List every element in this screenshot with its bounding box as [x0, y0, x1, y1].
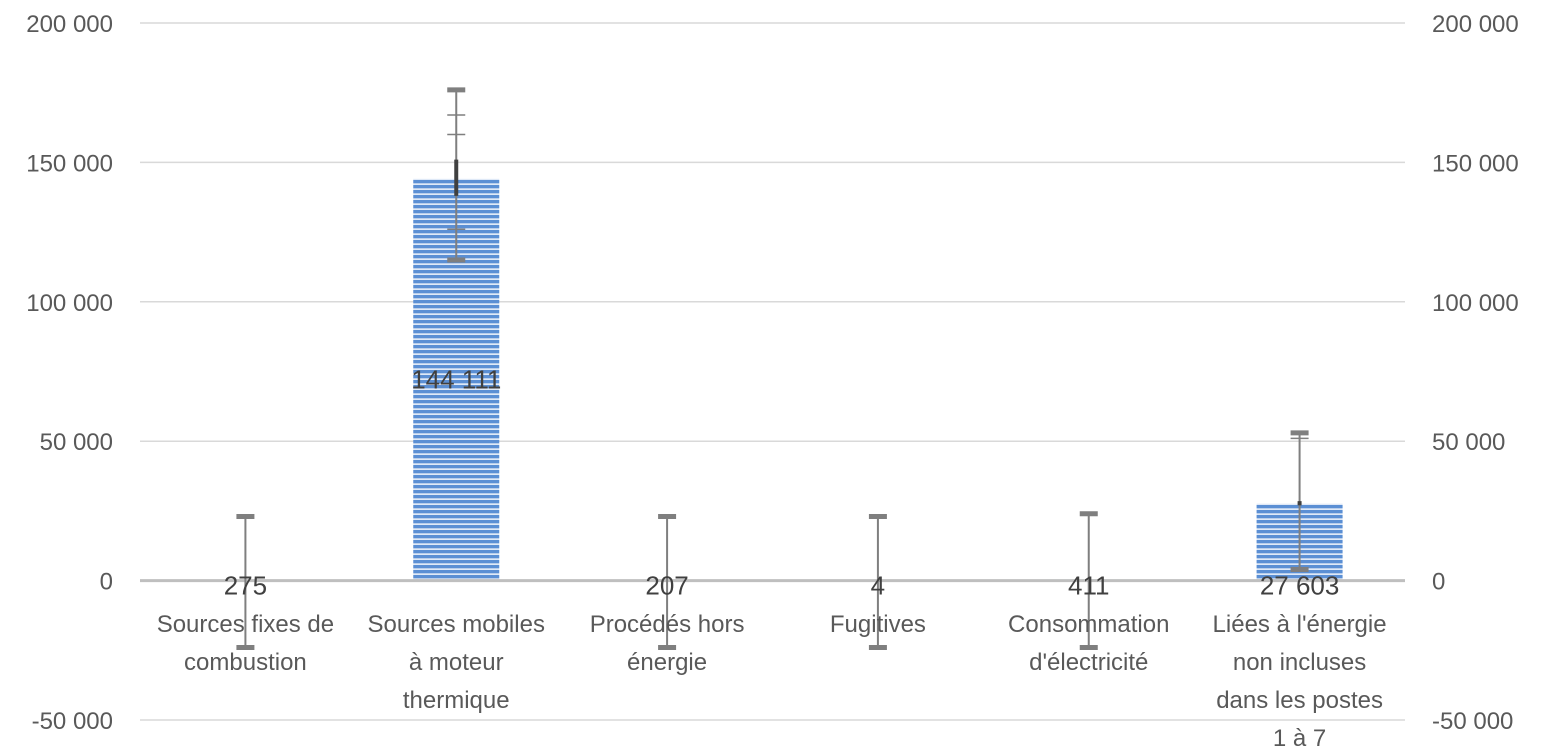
error-bar — [1290, 430, 1309, 572]
category-label: Procédés hors — [590, 611, 745, 638]
error-bar — [1079, 511, 1098, 651]
y-tick-label: 0 — [100, 569, 113, 596]
y2-tick-label: -50 000 — [1432, 708, 1513, 735]
y-tick-label: 200 000 — [26, 11, 113, 38]
y-tick-label: 100 000 — [26, 290, 113, 317]
category-label: 1 à 7 — [1273, 725, 1326, 752]
category-label: dans les postes — [1216, 687, 1383, 714]
category-label: non incluses — [1233, 649, 1366, 676]
gridlines — [140, 22, 1405, 721]
y-tick-label: 50 000 — [40, 429, 113, 456]
category-label: combustion — [184, 649, 307, 676]
y-axis-right: 200 000 150 000 100 000 50 000 0 -50 000 — [1432, 11, 1519, 735]
category-label: Consommation — [1008, 611, 1169, 638]
error-bar — [236, 513, 255, 651]
data-label: 275 — [224, 571, 267, 601]
data-label: 411 — [1068, 571, 1109, 601]
data-label: 207 — [645, 571, 688, 601]
category-label: à moteur — [409, 649, 504, 676]
error-bars — [236, 87, 1309, 651]
category-label: Sources fixes de — [157, 611, 334, 638]
data-label: 144 111 — [411, 365, 501, 395]
data-label: 4 — [871, 571, 885, 601]
y2-tick-label: 0 — [1432, 569, 1445, 596]
category-axis: Sources fixes de combustion Sources mobile… — [157, 611, 1387, 752]
category-label: thermique — [403, 687, 510, 714]
y2-tick-label: 100 000 — [1432, 290, 1519, 317]
y-tick-label: -50 000 — [32, 708, 113, 735]
y2-tick-label: 150 000 — [1432, 150, 1519, 177]
category-label: Liées à l'énergie — [1213, 611, 1387, 638]
error-bar — [658, 513, 677, 651]
y-tick-label: 150 000 — [26, 150, 113, 177]
y2-tick-label: 50 000 — [1432, 429, 1505, 456]
y-axis-left: 200 000 150 000 100 000 50 000 0 -50 000 — [26, 11, 113, 735]
bars — [202, 178, 1343, 581]
data-labels: 275 144 111 207 4 411 27 603 — [224, 365, 1340, 601]
category-label: d'électricité — [1029, 649, 1148, 676]
data-label: 27 603 — [1260, 571, 1340, 601]
category-label: Fugitives — [830, 611, 926, 638]
category-label: énergie — [627, 649, 707, 676]
category-label: Sources mobiles — [368, 611, 545, 638]
error-bar — [447, 87, 466, 263]
error-bar — [868, 513, 887, 651]
y2-tick-label: 200 000 — [1432, 11, 1519, 38]
